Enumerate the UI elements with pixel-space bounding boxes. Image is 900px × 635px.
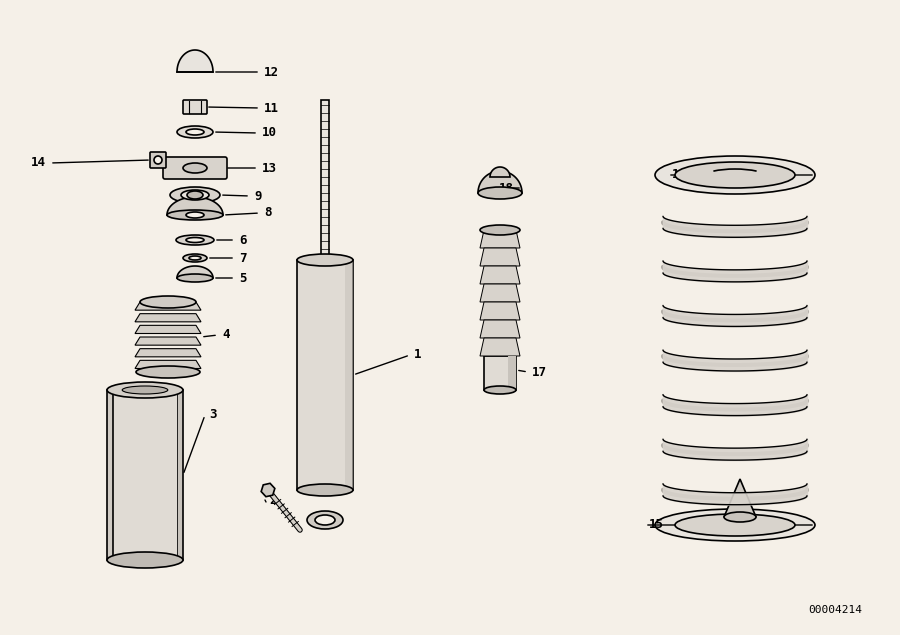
Ellipse shape [315, 515, 335, 525]
Text: 00004214: 00004214 [808, 605, 862, 615]
Ellipse shape [107, 552, 183, 568]
Text: 7: 7 [239, 251, 247, 265]
FancyBboxPatch shape [183, 100, 207, 114]
Text: 15: 15 [649, 519, 664, 531]
Text: 18: 18 [499, 182, 514, 194]
Text: 4: 4 [222, 328, 230, 342]
Ellipse shape [176, 235, 214, 245]
Polygon shape [345, 260, 353, 490]
Polygon shape [480, 266, 520, 284]
Ellipse shape [122, 386, 167, 394]
Text: 17: 17 [532, 366, 547, 378]
Polygon shape [177, 390, 183, 560]
Text: 2: 2 [269, 493, 276, 507]
Ellipse shape [480, 225, 520, 235]
Polygon shape [135, 349, 201, 357]
Polygon shape [177, 50, 213, 72]
Ellipse shape [170, 187, 220, 203]
Ellipse shape [183, 163, 207, 173]
Polygon shape [107, 390, 113, 560]
Text: 5: 5 [239, 272, 247, 284]
Ellipse shape [724, 512, 756, 522]
Ellipse shape [186, 212, 204, 218]
Text: 13: 13 [262, 161, 277, 175]
Ellipse shape [297, 484, 353, 496]
Polygon shape [480, 248, 520, 266]
Text: 1: 1 [414, 349, 421, 361]
Ellipse shape [484, 386, 516, 394]
Text: 9: 9 [254, 189, 262, 203]
Text: 16: 16 [672, 168, 687, 182]
Ellipse shape [154, 156, 162, 164]
Polygon shape [113, 390, 177, 560]
Ellipse shape [186, 129, 204, 135]
Polygon shape [321, 100, 329, 260]
Polygon shape [135, 302, 201, 310]
Polygon shape [135, 337, 201, 345]
FancyBboxPatch shape [150, 152, 166, 168]
Text: 3: 3 [209, 408, 217, 422]
Ellipse shape [478, 187, 522, 199]
Ellipse shape [181, 190, 209, 200]
Ellipse shape [297, 254, 353, 266]
Polygon shape [508, 356, 516, 390]
Text: 6: 6 [239, 234, 247, 246]
Polygon shape [724, 479, 756, 517]
Polygon shape [135, 360, 201, 368]
Polygon shape [484, 356, 516, 390]
Polygon shape [478, 171, 522, 193]
Polygon shape [480, 302, 520, 320]
Polygon shape [135, 314, 201, 322]
Ellipse shape [655, 156, 815, 194]
Polygon shape [135, 325, 201, 333]
Polygon shape [177, 266, 213, 278]
Ellipse shape [177, 126, 213, 138]
Polygon shape [490, 167, 510, 177]
Polygon shape [167, 197, 223, 215]
Ellipse shape [655, 509, 815, 541]
Text: 8: 8 [264, 206, 272, 220]
Ellipse shape [136, 366, 200, 378]
Ellipse shape [107, 382, 183, 398]
Polygon shape [297, 260, 353, 490]
Ellipse shape [675, 514, 795, 536]
Ellipse shape [167, 210, 223, 220]
Ellipse shape [187, 191, 203, 199]
Ellipse shape [675, 162, 795, 188]
Ellipse shape [177, 274, 213, 282]
FancyBboxPatch shape [163, 157, 227, 179]
Ellipse shape [183, 254, 207, 262]
Polygon shape [480, 230, 520, 248]
Polygon shape [480, 320, 520, 338]
Polygon shape [480, 338, 520, 356]
Text: 10: 10 [262, 126, 277, 140]
Text: 11: 11 [264, 102, 279, 114]
Ellipse shape [307, 511, 343, 529]
Ellipse shape [140, 296, 196, 308]
Polygon shape [480, 284, 520, 302]
Ellipse shape [189, 256, 201, 260]
Text: 14: 14 [31, 156, 46, 170]
Ellipse shape [186, 237, 204, 243]
Text: 12: 12 [264, 65, 279, 79]
